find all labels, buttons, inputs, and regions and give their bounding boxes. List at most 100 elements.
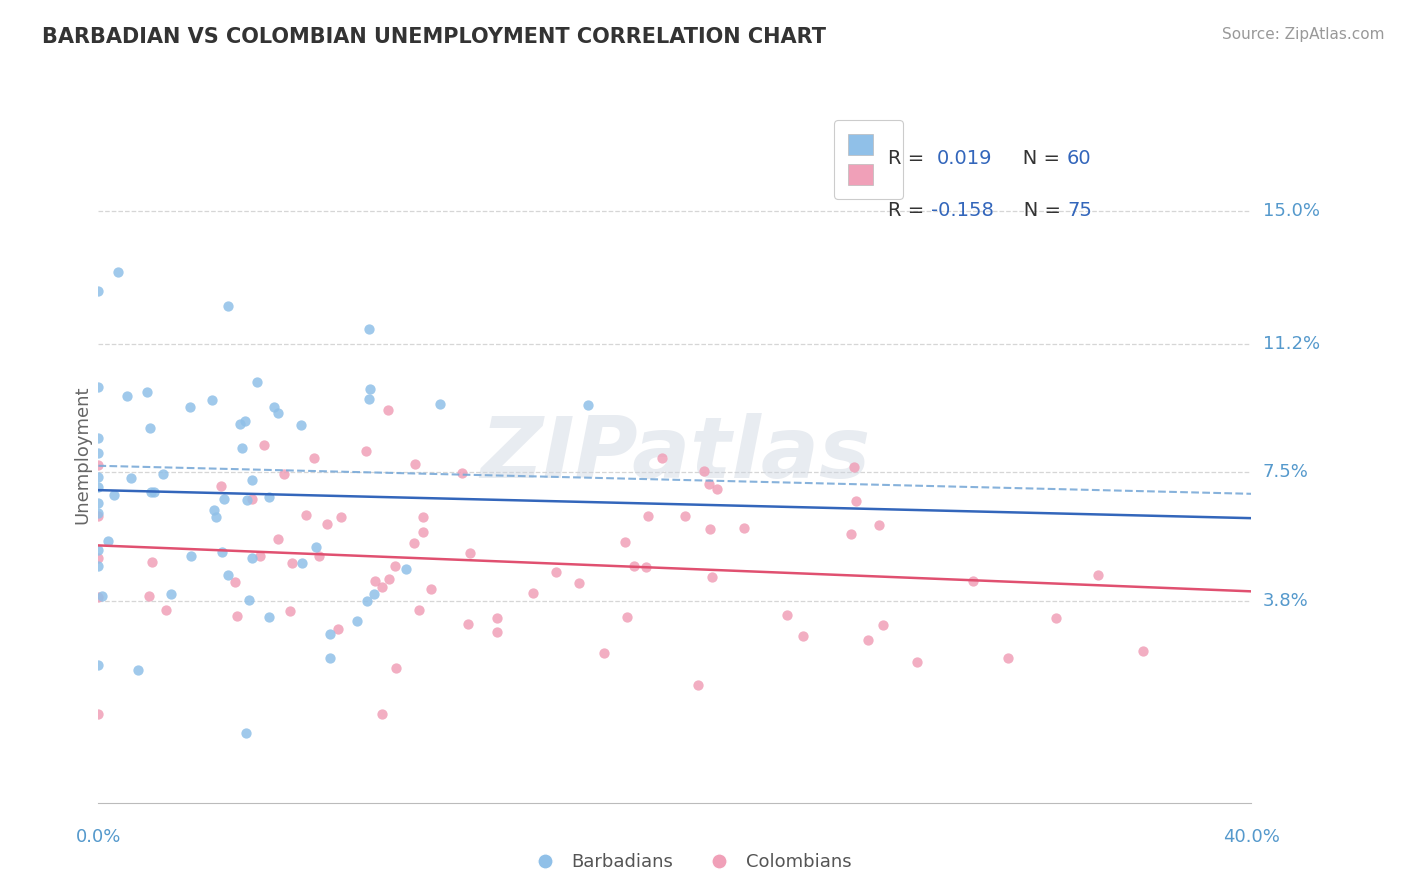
Point: [408, 603, 430, 617]
Point: [246, 375, 269, 389]
Point: [623, 559, 645, 574]
Point: [384, 559, 406, 574]
Point: [700, 569, 723, 583]
Point: [267, 406, 290, 420]
Point: [87, 380, 110, 394]
Point: [486, 625, 509, 640]
Point: [385, 661, 408, 675]
Point: [295, 508, 318, 523]
Point: [238, 593, 260, 607]
Point: [905, 655, 928, 669]
Point: [214, 491, 236, 506]
Point: [429, 397, 451, 411]
Point: [87, 469, 110, 483]
Point: [235, 414, 257, 428]
Text: N =: N =: [1005, 201, 1067, 220]
Point: [87, 558, 110, 573]
Point: [856, 632, 879, 647]
Point: [87, 285, 110, 299]
Point: [419, 582, 441, 597]
Point: [87, 590, 110, 604]
Point: [87, 507, 110, 521]
Legend: Barbadians, Colombians: Barbadians, Colombians: [519, 847, 859, 879]
Point: [346, 615, 368, 629]
Legend: , : ,: [835, 120, 903, 199]
Point: [776, 607, 799, 622]
Point: [136, 385, 159, 400]
Point: [97, 533, 120, 548]
Point: [318, 651, 340, 665]
Point: [395, 562, 418, 576]
Point: [404, 457, 426, 471]
Point: [792, 629, 814, 643]
Point: [138, 589, 160, 603]
Text: 0.019: 0.019: [936, 149, 993, 168]
Point: [87, 550, 110, 565]
Point: [87, 657, 110, 672]
Point: [412, 510, 434, 524]
Point: [614, 535, 637, 549]
Point: [651, 451, 673, 466]
Point: [364, 574, 387, 589]
Point: [634, 560, 657, 574]
Point: [291, 556, 314, 570]
Point: [87, 508, 110, 523]
Point: [249, 549, 271, 564]
Point: [733, 521, 755, 535]
Point: [267, 533, 290, 547]
Point: [592, 646, 614, 660]
Point: [839, 526, 862, 541]
Point: [138, 421, 160, 435]
Point: [637, 509, 659, 524]
Point: [1132, 644, 1154, 658]
Point: [576, 398, 599, 412]
Point: [141, 485, 163, 500]
Text: 15.0%: 15.0%: [1263, 202, 1320, 220]
Point: [180, 549, 202, 563]
Point: [693, 464, 716, 478]
Point: [686, 678, 709, 692]
Text: -0.158: -0.158: [931, 201, 994, 220]
Text: 0.0%: 0.0%: [76, 828, 121, 846]
Text: 7.5%: 7.5%: [1263, 463, 1309, 482]
Point: [201, 392, 224, 407]
Point: [103, 488, 125, 502]
Point: [412, 524, 434, 539]
Point: [281, 556, 304, 570]
Point: [616, 610, 638, 624]
Point: [568, 575, 591, 590]
Point: [377, 402, 399, 417]
Point: [290, 418, 312, 433]
Point: [1045, 610, 1067, 624]
Point: [224, 575, 246, 590]
Point: [378, 572, 401, 586]
Point: [673, 509, 696, 524]
Point: [90, 589, 112, 603]
Point: [357, 392, 380, 406]
Text: R =: R =: [889, 149, 936, 168]
Point: [544, 565, 567, 579]
Point: [209, 479, 232, 493]
Point: [371, 581, 394, 595]
Point: [330, 510, 353, 524]
Point: [319, 626, 342, 640]
Point: [235, 726, 257, 740]
Point: [257, 609, 280, 624]
Point: [217, 567, 239, 582]
Text: Source: ZipAtlas.com: Source: ZipAtlas.com: [1222, 27, 1385, 42]
Point: [253, 438, 276, 452]
Point: [240, 473, 263, 487]
Text: BARBADIAN VS COLOMBIAN UNEMPLOYMENT CORRELATION CHART: BARBADIAN VS COLOMBIAN UNEMPLOYMENT CORR…: [42, 27, 827, 46]
Point: [404, 535, 426, 549]
Text: 60: 60: [1066, 149, 1091, 168]
Point: [160, 586, 183, 600]
Point: [152, 467, 174, 482]
Point: [235, 492, 257, 507]
Point: [457, 617, 479, 632]
Point: [699, 522, 721, 536]
Point: [141, 555, 163, 569]
Point: [458, 546, 481, 560]
Text: 40.0%: 40.0%: [1223, 828, 1279, 846]
Y-axis label: Unemployment: Unemployment: [73, 385, 91, 524]
Point: [211, 544, 233, 558]
